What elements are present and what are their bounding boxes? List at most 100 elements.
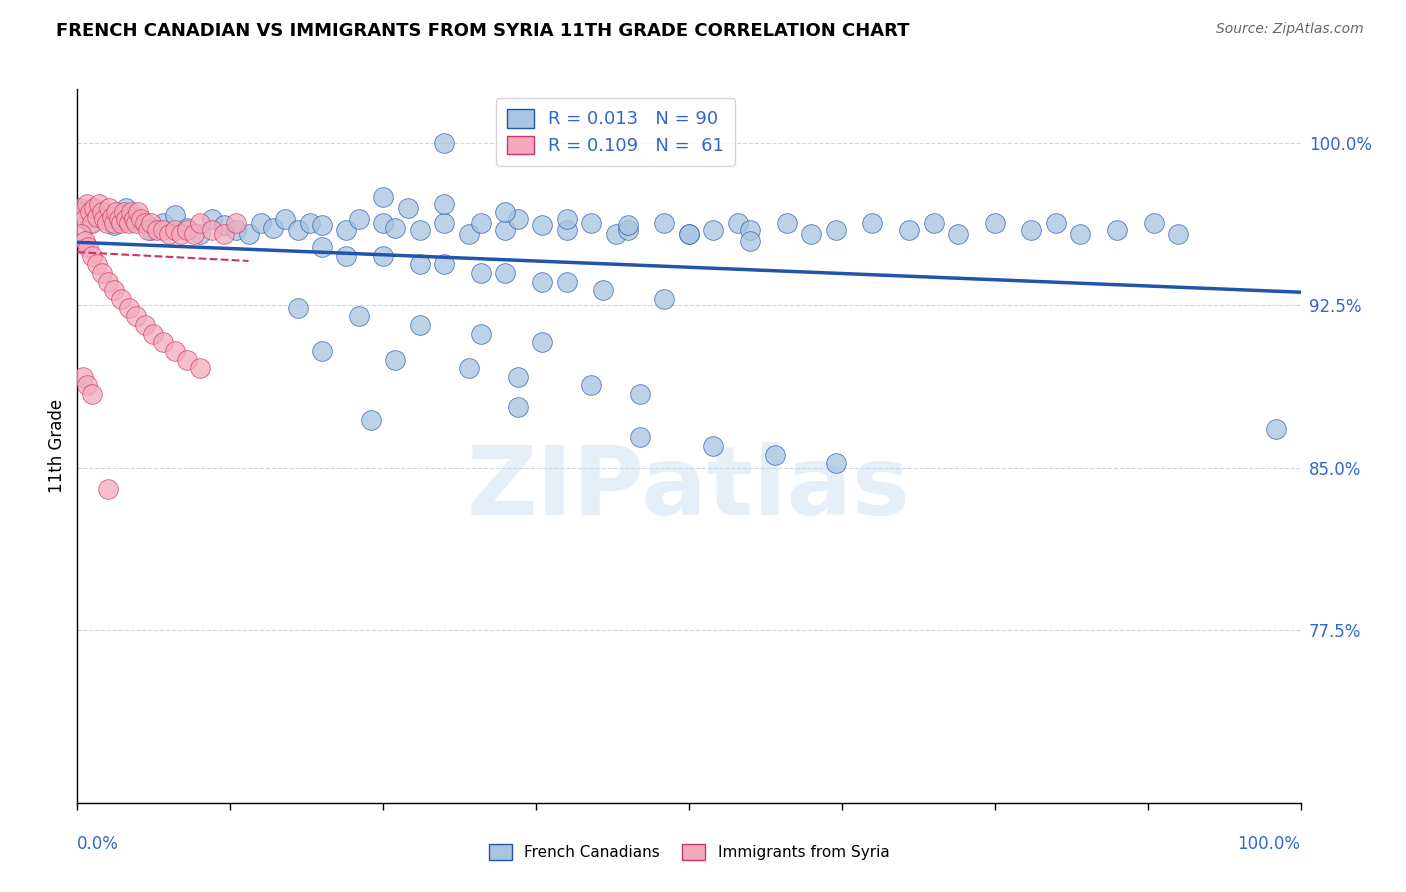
Point: [1021, 223, 1043, 237]
Point: [120, 205, 142, 219]
Point: [70, 227, 93, 241]
Point: [165, 223, 187, 237]
Point: [617, 223, 640, 237]
Point: [531, 335, 554, 350]
Point: [73, 211, 96, 226]
Text: 100.0%: 100.0%: [1237, 835, 1301, 853]
Point: [80, 216, 103, 230]
Point: [127, 205, 149, 219]
Point: [433, 136, 456, 151]
Point: [335, 249, 357, 263]
Point: [727, 216, 749, 230]
Point: [115, 201, 138, 215]
Point: [347, 310, 370, 324]
Point: [298, 216, 321, 230]
Point: [69, 201, 91, 215]
Point: [86, 257, 108, 271]
Point: [628, 387, 651, 401]
Point: [555, 223, 578, 237]
Point: [311, 219, 333, 233]
Point: [79, 216, 101, 230]
Point: [1045, 216, 1067, 230]
Point: [1143, 216, 1166, 230]
Point: [898, 223, 921, 237]
Point: [86, 210, 108, 224]
Point: [311, 343, 333, 358]
Point: [274, 211, 297, 226]
Point: [678, 227, 700, 241]
Point: [506, 369, 529, 384]
Point: [555, 275, 578, 289]
Point: [176, 352, 198, 367]
Point: [654, 216, 676, 230]
Point: [1265, 422, 1288, 436]
Point: [170, 227, 193, 241]
Point: [152, 335, 174, 350]
Y-axis label: 11th Grade: 11th Grade: [48, 399, 66, 493]
Point: [470, 216, 492, 230]
Point: [617, 219, 640, 233]
Point: [76, 196, 98, 211]
Point: [110, 292, 132, 306]
Point: [139, 216, 162, 230]
Point: [100, 210, 122, 224]
Point: [396, 201, 419, 215]
Point: [495, 223, 517, 237]
Point: [371, 216, 394, 230]
Point: [146, 223, 169, 237]
Point: [311, 240, 333, 254]
Point: [176, 220, 198, 235]
Point: [127, 211, 149, 226]
Point: [384, 220, 406, 235]
Point: [76, 378, 98, 392]
Point: [165, 208, 187, 222]
Point: [605, 227, 627, 241]
Point: [555, 211, 578, 226]
Point: [628, 430, 651, 444]
Point: [409, 223, 432, 237]
Point: [125, 310, 148, 324]
Point: [77, 240, 100, 254]
Point: [433, 257, 456, 271]
Point: [862, 216, 884, 230]
Point: [90, 205, 112, 219]
Point: [93, 211, 115, 226]
Point: [142, 326, 165, 341]
Text: FRENCH CANADIAN VS IMMIGRANTS FROM SYRIA 11TH GRADE CORRELATION CHART: FRENCH CANADIAN VS IMMIGRANTS FROM SYRIA…: [56, 22, 910, 40]
Point: [678, 227, 700, 241]
Point: [201, 223, 224, 237]
Point: [409, 318, 432, 332]
Legend: French Canadians, Immigrants from Syria: French Canadians, Immigrants from Syria: [482, 838, 896, 866]
Point: [360, 413, 382, 427]
Point: [1107, 223, 1129, 237]
Point: [89, 196, 111, 211]
Point: [371, 190, 394, 204]
Point: [134, 216, 156, 230]
Point: [165, 343, 187, 358]
Point: [188, 216, 211, 230]
Point: [506, 211, 529, 226]
Point: [531, 275, 554, 289]
Point: [1167, 227, 1189, 241]
Point: [984, 216, 1007, 230]
Point: [157, 227, 180, 241]
Point: [188, 227, 211, 241]
Point: [579, 216, 602, 230]
Point: [152, 216, 174, 230]
Point: [70, 205, 93, 219]
Point: [740, 234, 762, 248]
Point: [108, 211, 131, 226]
Point: [531, 219, 554, 233]
Point: [457, 227, 479, 241]
Point: [112, 205, 135, 219]
Point: [495, 205, 517, 219]
Point: [212, 219, 235, 233]
Point: [262, 220, 284, 235]
Point: [763, 448, 786, 462]
Point: [97, 482, 120, 496]
Point: [922, 216, 945, 230]
Point: [409, 257, 432, 271]
Point: [136, 223, 159, 237]
Point: [122, 211, 145, 226]
Point: [125, 216, 148, 230]
